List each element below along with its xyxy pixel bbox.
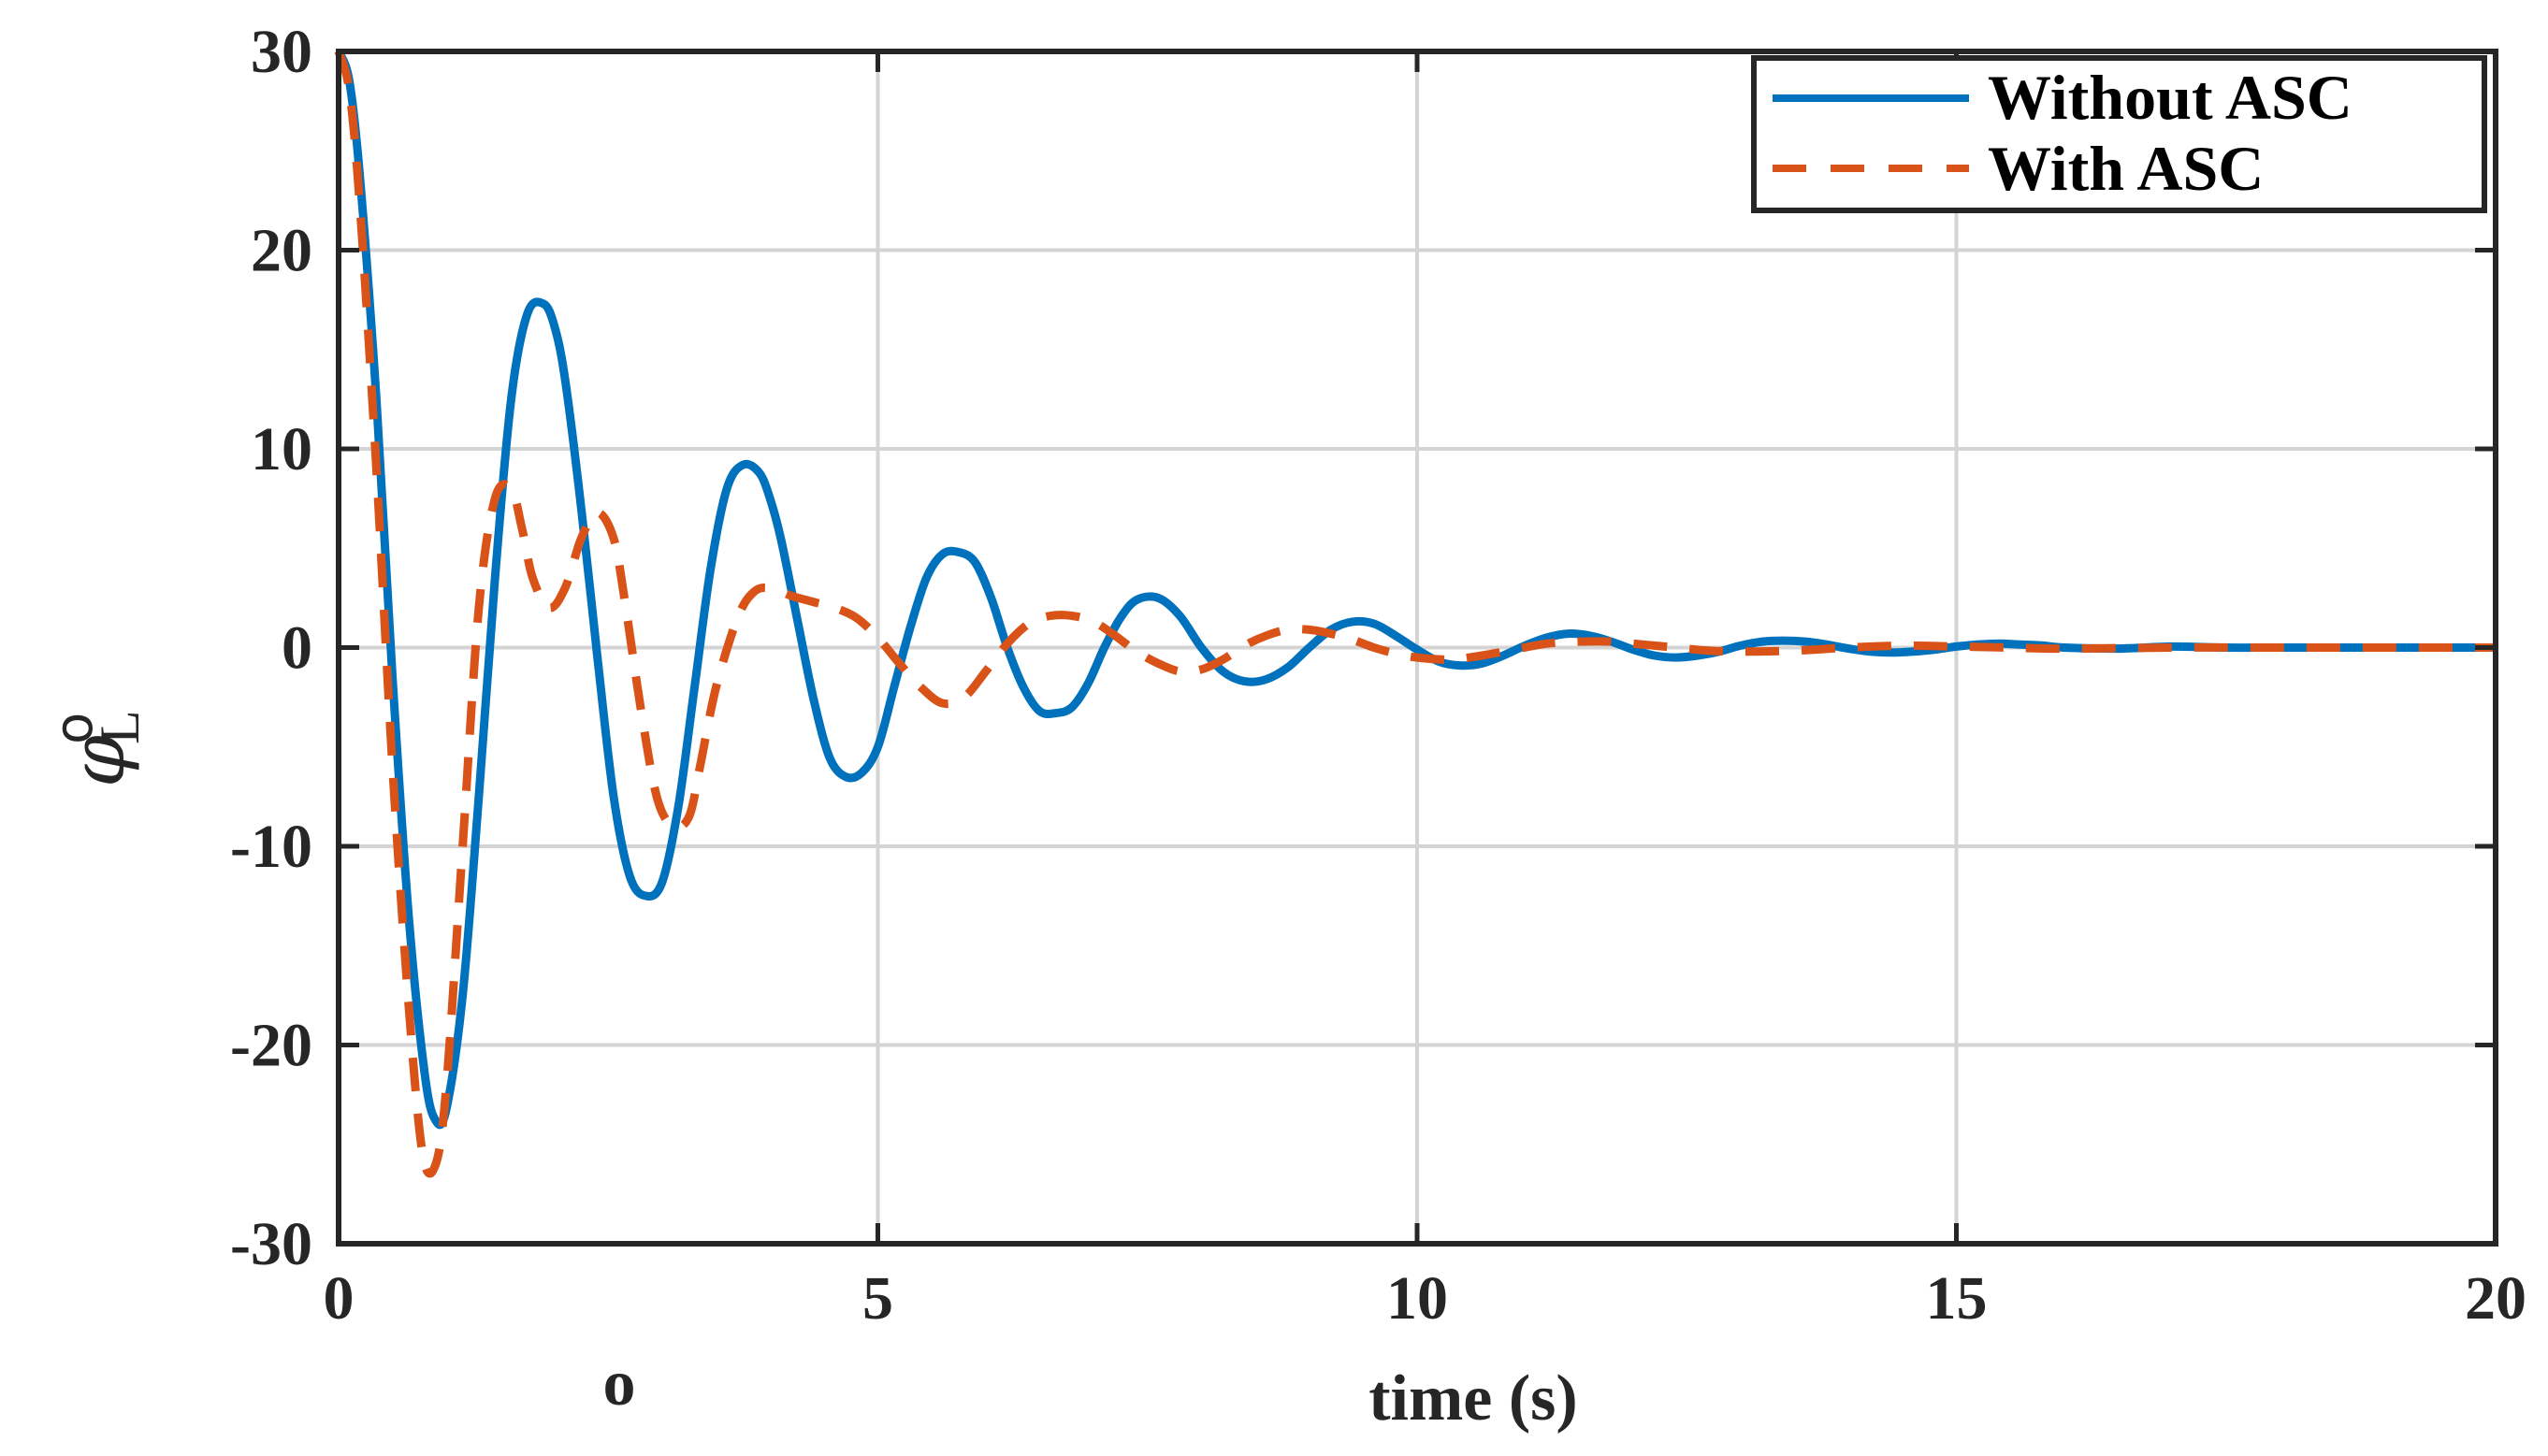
- y-tick-label: 10: [251, 415, 312, 483]
- y-tick-label: -20: [230, 1012, 312, 1080]
- y-tick-label: 30: [251, 18, 312, 86]
- y-axis-label-subscript: L: [89, 710, 151, 744]
- legend-box: [1751, 55, 2487, 213]
- legend-label-without-asc: Without ASC: [1988, 62, 2353, 133]
- x-tick-label: 0: [324, 1264, 355, 1333]
- legend-label-with-asc: With ASC: [1988, 133, 2264, 204]
- legend: Without ASC With ASC: [1751, 55, 2487, 213]
- x-tick-label: 15: [1926, 1264, 1988, 1333]
- tick-labels: 0 5 10 15 20 -30 -20 -10 0 10 20 30: [230, 18, 2526, 1333]
- y-tick-label: -10: [230, 813, 312, 881]
- y-tick-label: 20: [251, 217, 312, 285]
- y-tick-label: -30: [230, 1210, 312, 1278]
- x-tick-label: 10: [1386, 1264, 1448, 1333]
- x-tick-label: 20: [2465, 1264, 2526, 1333]
- stray-mark: o: [603, 1348, 636, 1420]
- y-axis-label: φ L o: [44, 710, 151, 787]
- y-axis-label-superscript: o: [44, 713, 105, 744]
- series-line-with-asc: [334, 50, 2496, 1178]
- x-axis-label: time (s): [1368, 1362, 1578, 1434]
- y-axis-label-symbol: φ: [54, 735, 141, 787]
- x-tick-label: 5: [862, 1264, 893, 1333]
- series-group: [334, 50, 2496, 1178]
- y-tick-label: 0: [282, 614, 312, 683]
